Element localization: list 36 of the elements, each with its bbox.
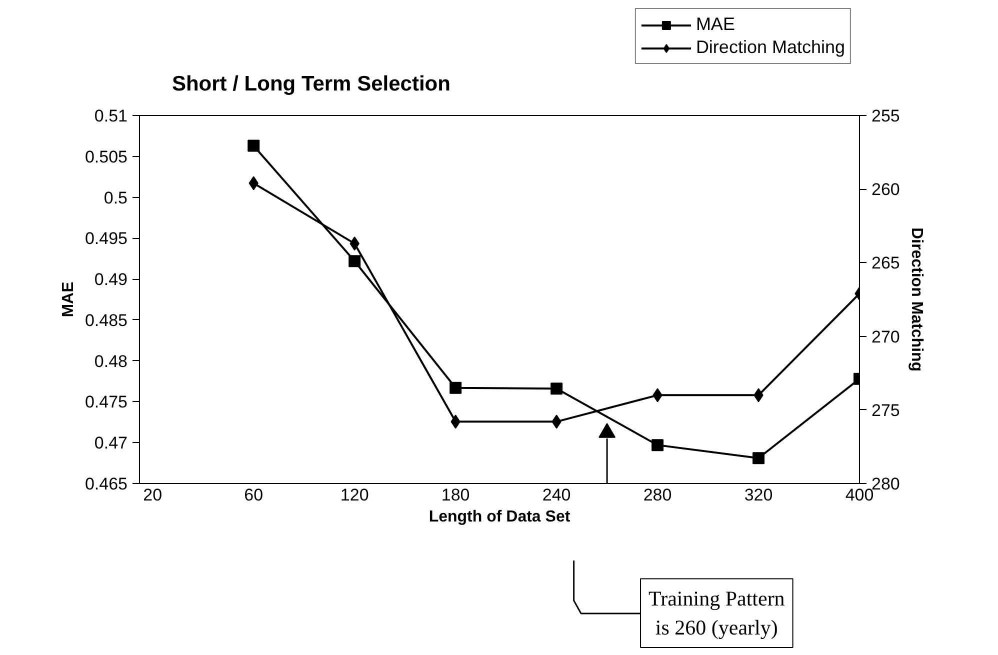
x-tick-label: 240 [542, 486, 571, 504]
y-tick-label: 0.495 [84, 229, 128, 248]
y2-tick-label: 270 [872, 327, 900, 346]
y2-tick-label: 260 [872, 180, 900, 200]
y-tick-label: 0.49 [94, 270, 128, 290]
x-tick-label: 400 [845, 486, 874, 504]
point [550, 382, 563, 395]
y-tick-label: 0.48 [94, 352, 128, 371]
x-axis-title: Length of Data Set [428, 508, 571, 526]
x-tick-label: 20 [143, 486, 162, 504]
x-tick-label: 180 [441, 486, 470, 504]
point [248, 140, 260, 152]
x-tick-label: 320 [744, 486, 773, 504]
y-axis-title: MAE [60, 281, 77, 318]
y-tick-label: 0.505 [84, 147, 128, 166]
x-tick-label: 120 [340, 486, 369, 504]
point [752, 452, 765, 464]
legend-label: Direction Matching [696, 37, 845, 58]
y-tick-label: 0.51 [94, 106, 128, 126]
y-tick-label: 0.475 [84, 392, 128, 412]
y2-tick-label: 255 [872, 106, 900, 126]
text: Training Pattern is 260 (yearly) [648, 586, 786, 640]
x-tick-label: 280 [643, 486, 672, 504]
y-tick-label: 0.465 [84, 474, 128, 494]
point [450, 382, 462, 394]
y2-tick-label: 275 [872, 400, 900, 420]
point [348, 255, 361, 268]
y-tick-label: 0.47 [94, 434, 128, 453]
point [652, 439, 664, 452]
legend-label: MAE [696, 14, 735, 35]
y-tick-label: 0.5 [104, 188, 128, 208]
chart-title: Short / Long Term Selection [172, 72, 450, 96]
y2-tick-label: 265 [872, 254, 900, 273]
x-tick-label: 60 [244, 486, 264, 504]
y2-axis-title: Direction Matching [908, 227, 925, 372]
y-tick-label: 0.485 [84, 310, 128, 330]
